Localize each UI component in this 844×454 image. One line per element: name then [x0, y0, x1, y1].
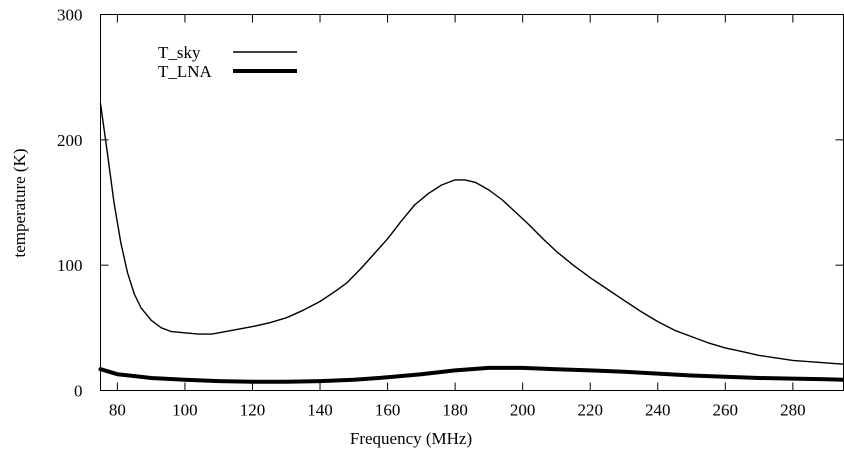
x-tick-label: 120 — [240, 401, 266, 420]
y-tick-label: 300 — [57, 6, 83, 25]
x-tick-label: 260 — [713, 401, 739, 420]
legend-label: T_LNA — [158, 62, 213, 81]
x-tick-label: 140 — [307, 401, 333, 420]
x-axis-title: Frequency (MHz) — [350, 429, 472, 448]
x-axis: 80 100 120 140 160 180 200 220 240 260 280 — [109, 14, 806, 420]
x-tick-label: 80 — [109, 401, 126, 420]
legend-label: T_sky — [158, 43, 201, 62]
y-axis: 0 100 200 300 — [57, 6, 844, 401]
x-tick-label: 200 — [510, 401, 536, 420]
x-tick-label: 220 — [577, 401, 603, 420]
y-tick-label: 100 — [57, 256, 83, 275]
x-tick-label: 240 — [645, 401, 671, 420]
y-axis-title: temperature (K) — [10, 148, 29, 257]
series-layer — [98, 102, 844, 384]
series-line-t-sky — [99, 102, 844, 365]
y-tick-label: 0 — [74, 382, 83, 401]
x-tick-label: 160 — [375, 401, 401, 420]
y-tick-label: 200 — [57, 131, 83, 150]
x-tick-label: 180 — [442, 401, 468, 420]
x-tick-label: 100 — [172, 401, 198, 420]
series-line-t-lna — [98, 365, 844, 384]
x-tick-label: 280 — [780, 401, 806, 420]
